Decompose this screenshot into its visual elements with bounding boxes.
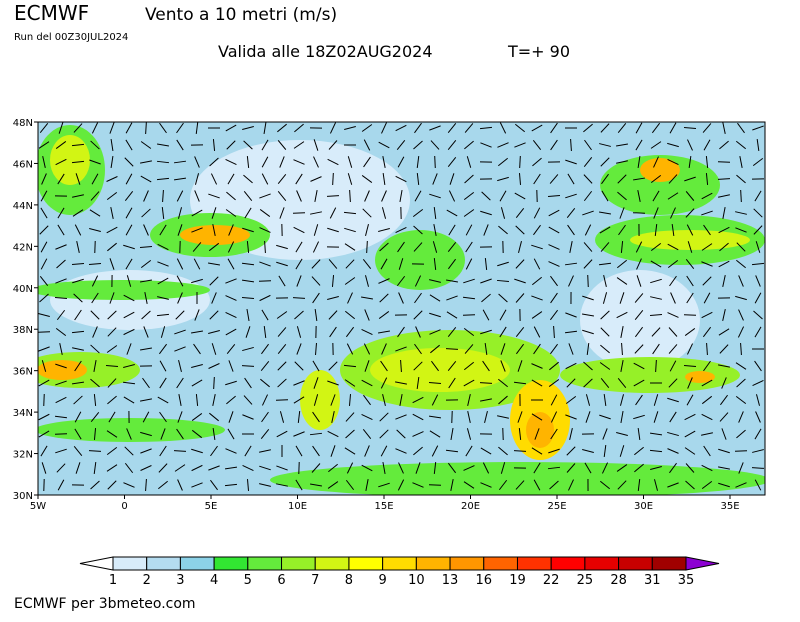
wind-barb [214,377,215,389]
wind-barb [333,173,334,185]
lon-label: 5W [30,501,46,512]
wind-barb [735,451,747,452]
colorbar-box [652,557,686,570]
colorbar-label: 2 [143,573,151,588]
colorbar-box [349,557,383,570]
wind-area [35,418,225,442]
wind-barb [242,366,254,367]
colorbar-label: 13 [442,573,459,588]
wind-barb [480,383,492,384]
colorbar-label: 16 [475,573,492,588]
colorbar-label: 7 [311,573,319,588]
wind-barb [146,122,147,134]
colorbar-label: 3 [176,573,184,588]
colorbar-under [80,557,113,570]
wind-barb [44,394,45,406]
lon-label: 30E [634,501,653,512]
colorbar-box [484,557,518,570]
lat-label: 46N [13,159,33,170]
wind-barb [367,241,368,253]
colorbar-label: 5 [244,573,252,588]
lat-label: 34N [13,408,33,419]
calm-area [50,270,210,330]
lon-label: 20E [461,501,480,512]
colorbar-label: 1 [109,573,117,588]
lat-label: 42N [13,242,33,253]
colorbar-box [517,557,551,570]
colorbar-box [585,557,619,570]
colorbar-label: 9 [379,573,387,588]
colorbar-over [686,557,719,570]
valid-time: Valida alle 18Z02AUG2024 [218,42,433,61]
wind-area [300,370,340,430]
colorbar-label: 19 [509,573,526,588]
wind-barb [684,315,696,316]
lon-label: 0 [121,501,127,512]
lat-label: 40N [13,284,33,295]
lat-label: 44N [13,201,33,212]
wind-barb [293,298,305,299]
map-title: Vento a 10 metri (m/s) [145,5,337,25]
wind-barb [429,485,441,486]
wind-barb [293,213,305,214]
footer-credit: ECMWF per 3bmeteo.com [14,596,196,612]
wind-barb [435,156,436,168]
wind-area [526,412,554,448]
colorbar-box [180,557,214,570]
wind-area [270,462,770,498]
colorbar-box [147,557,181,570]
wind-field [20,122,770,498]
lon-label: 15E [374,501,393,512]
colorbar-label: 10 [408,573,425,588]
wind-area [50,135,90,185]
colorbar-label: 22 [543,573,560,588]
lon-label: 35E [720,501,739,512]
lat-label: 48N [13,118,33,129]
colorbar-box [214,557,248,570]
lat-label: 38N [13,325,33,336]
colorbar-box [619,557,653,570]
colorbar-label: 8 [345,573,353,588]
colorbar-label: 35 [678,573,695,588]
colorbar-box [383,557,417,570]
wind-barb [38,332,50,333]
colorbar-label: 25 [577,573,594,588]
model-name: ECMWF [14,1,89,25]
lon-label: 25E [547,501,566,512]
colorbar-label: 31 [644,573,661,588]
wind-barb [741,190,742,202]
lat-label: 36N [13,367,33,378]
colorbar-box [551,557,585,570]
colorbar-label: 6 [277,573,285,588]
run-date: Run del 00Z30JUL2024 [14,32,128,43]
colorbar: 1 2 3 4 5 6 7 8 9 10 13 16 19 22 25 28 31 35 [80,557,719,588]
wind-barb [633,213,645,214]
colorbar-box [315,557,349,570]
wind-barb [588,275,589,287]
colorbar-box [248,557,282,570]
wind-barb [514,451,526,452]
colorbar-box [113,557,147,570]
colorbar-box [416,557,450,570]
wind-barb [520,156,521,168]
lon-label: 5E [205,501,218,512]
colorbar-label: 4 [210,573,218,588]
lon-label: 10E [288,501,307,512]
colorbar-label: 28 [610,573,627,588]
lat-label: 32N [13,450,33,461]
colorbar-box [282,557,316,570]
forecast-step: T=+ 90 [507,42,570,61]
colorbar-box [450,557,484,570]
